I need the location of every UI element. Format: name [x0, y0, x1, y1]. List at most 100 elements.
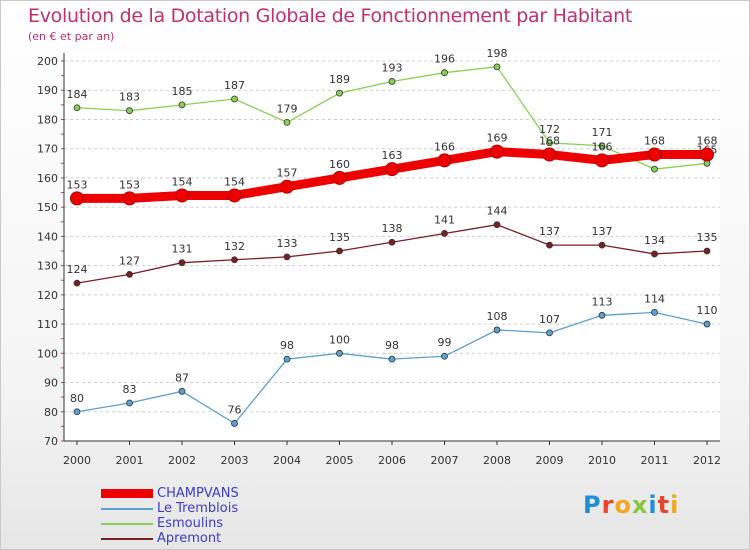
data-label: 198	[487, 47, 508, 60]
data-point	[441, 230, 448, 237]
legend-swatch	[101, 489, 153, 498]
data-point	[385, 162, 399, 177]
data-label: 168	[539, 135, 560, 148]
data-point	[388, 238, 396, 246]
logo-letter: t	[657, 491, 671, 519]
data-label: 168	[697, 135, 718, 148]
data-point	[73, 104, 81, 112]
data-label: 193	[382, 61, 403, 74]
data-point	[227, 188, 242, 203]
x-tick-label: 2011	[641, 454, 669, 467]
data-point	[126, 107, 133, 115]
series-apremont: 124 127 131 132 133 135 138 141 144 137 137 134 135	[67, 205, 718, 287]
data-point	[703, 247, 711, 255]
data-label: 110	[697, 304, 718, 317]
data-label: 196	[434, 53, 455, 66]
logo-letter: i	[670, 491, 680, 519]
data-label: 135	[697, 231, 718, 244]
data-point	[175, 188, 189, 203]
legend-item: CHAMPVANS	[101, 486, 239, 501]
proxiti-logo: Proxiti	[583, 491, 679, 519]
legend: CHAMPVANS Le Tremblois Esmoulins Apremont	[101, 486, 239, 546]
data-label: 168	[644, 135, 665, 148]
data-label: 189	[329, 73, 350, 86]
data-label: 141	[434, 213, 455, 226]
y-tick-label: 80	[44, 406, 58, 419]
x-tick-label: 2002	[168, 454, 196, 467]
logo-letter: i	[648, 491, 658, 519]
data-label: 154	[172, 175, 193, 188]
data-point	[595, 153, 609, 168]
y-tick-label: 120	[37, 289, 58, 302]
data-point	[126, 270, 133, 278]
chart-title: Evolution de la Dotation Globale de Fonc…	[28, 5, 633, 27]
data-label: 153	[67, 178, 88, 191]
data-label: 153	[119, 178, 140, 191]
legend-swatch	[101, 522, 153, 525]
data-label: 83	[123, 383, 137, 396]
legend-item: Apremont	[101, 531, 239, 546]
y-tick-label: 190	[37, 84, 58, 97]
x-tick-label: 2001	[116, 454, 144, 467]
data-point	[546, 139, 553, 147]
data-label: 144	[487, 205, 508, 218]
data-point	[493, 63, 501, 71]
data-point	[73, 279, 81, 287]
data-point	[283, 118, 291, 126]
legend-label: Le Tremblois	[157, 501, 239, 516]
data-point	[280, 179, 294, 194]
x-tick-label: 2004	[273, 454, 301, 467]
data-point	[178, 101, 186, 109]
data-point	[651, 165, 658, 173]
data-point	[332, 170, 347, 185]
chart-subtitle: (en € et par an)	[28, 30, 115, 43]
data-point	[70, 191, 84, 206]
data-point	[178, 387, 186, 395]
data-label: 114	[644, 292, 665, 305]
data-point	[283, 355, 291, 363]
data-label: 131	[172, 243, 193, 256]
data-label: 184	[67, 88, 88, 101]
data-point	[336, 349, 343, 357]
data-point	[700, 147, 714, 162]
y-tick-label: 100	[37, 347, 58, 360]
y-tick-label: 200	[37, 55, 58, 68]
data-label: 163	[382, 149, 403, 162]
data-point	[388, 355, 396, 363]
data-point	[73, 408, 81, 416]
data-point	[231, 95, 238, 103]
x-tick-label: 2010	[588, 454, 616, 467]
y-tick-label: 160	[37, 172, 58, 185]
data-point	[598, 241, 606, 249]
data-point	[231, 420, 238, 427]
legend-label: Apremont	[157, 531, 222, 546]
data-point	[283, 253, 291, 261]
data-point	[546, 241, 553, 249]
data-label: 107	[539, 313, 560, 326]
legend-item: Le Tremblois	[101, 501, 239, 516]
series-champvans: 153 153 154 154 157 160 163 166 169 168 166 168 168	[67, 132, 718, 206]
data-point	[542, 147, 557, 162]
data-label: 160	[329, 158, 350, 171]
data-label: 154	[224, 175, 245, 188]
data-label: 80	[70, 392, 84, 405]
y-tick-label: 170	[37, 143, 58, 156]
x-tick-label: 2009	[536, 454, 564, 467]
data-label: 157	[277, 167, 298, 180]
data-point	[703, 320, 711, 328]
data-point	[546, 329, 553, 337]
y-tick-label: 180	[37, 113, 58, 126]
data-label: 138	[382, 222, 403, 235]
x-tick-label: 2005	[326, 454, 354, 467]
x-tick-label: 2003	[221, 454, 249, 467]
legend-swatch	[101, 537, 153, 540]
data-label: 169	[487, 132, 508, 145]
logo-letter: r	[601, 491, 615, 519]
data-label: 137	[539, 225, 560, 238]
y-tick-label: 130	[37, 260, 58, 273]
data-label: 133	[277, 237, 298, 250]
data-label: 172	[539, 123, 560, 136]
logo-letter: P	[583, 491, 602, 519]
data-point	[647, 147, 662, 162]
data-label: 127	[119, 254, 140, 267]
